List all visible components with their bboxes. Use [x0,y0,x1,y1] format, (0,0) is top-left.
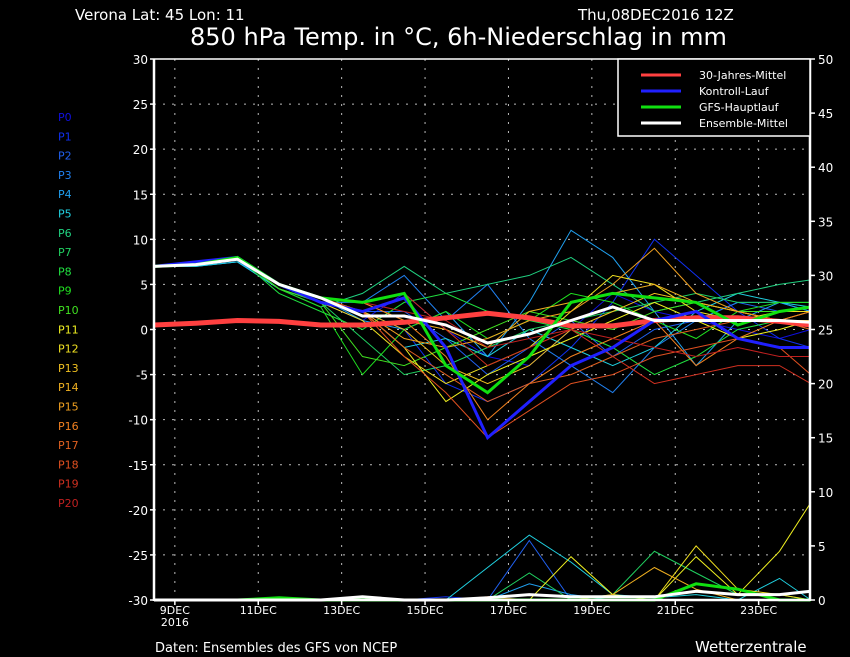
y-tick-label-right: 50 [818,53,833,67]
series-line-mean30 [153,310,812,329]
y-tick-label-right: 0 [818,594,826,608]
y-tick-label-left: -10 [128,414,148,428]
member-label: P12 [58,343,79,356]
x-tick-label: 9DEC [160,604,190,617]
member-label: P17 [58,439,79,452]
member-label: P9 [58,285,72,298]
y-tick-label-right: 5 [818,540,826,554]
member-label: P3 [58,169,72,182]
member-label: P20 [58,497,79,510]
legend: 30-Jahres-Mittel Kontroll-Lauf GFS-Hauptla… [617,58,811,137]
member-label: P6 [58,227,72,240]
y-tick-label-right: 20 [818,378,833,392]
x-tick-label: 15DEC [406,604,443,617]
y-tick-label-left: 20 [133,143,148,157]
y-tick-label-left: -30 [128,594,148,608]
y-tick-label-left: 10 [133,233,148,247]
member-label: P13 [58,362,79,375]
member-label: P18 [58,458,79,471]
grid [154,59,810,600]
source-label: Daten: Ensembles des GFS von NCEP [155,641,397,656]
run-label: Thu,08DEC2016 12Z [577,6,734,24]
y-tick-label-left: 15 [133,188,148,202]
x-tick-sublabel: 2016 [161,616,189,629]
y-tick-label-right: 10 [818,486,833,500]
legend-label-control: Kontroll-Lauf [699,85,770,98]
x-tick-label: 23DEC [740,604,777,617]
series-line-ensmean [153,257,811,345]
y-tick-label-left: 5 [140,278,148,292]
y-tick-label-right: 40 [818,161,833,175]
y-tick-label-left: 0 [140,324,148,338]
member-label: P4 [58,188,72,201]
member-label: P16 [58,420,79,433]
y-tick-label-right: 15 [818,432,833,446]
x-tick-label: 13DEC [323,604,360,617]
x-tick-label: 17DEC [490,604,527,617]
series-line-gfs [153,255,812,395]
y-tick-label-left: 25 [133,98,148,112]
member-line-p11 [153,258,811,403]
y-tick-label-right: 25 [818,324,833,338]
legend-label-gfs: GFS-Hauptlauf [699,101,780,114]
legend-label-ensmean: Ensemble-Mittel [699,117,788,130]
x-tick-label: 11DEC [240,604,277,617]
y-tick-label-right: 45 [818,107,833,121]
member-label: P2 [58,150,72,163]
member-label: P0 [58,111,72,124]
axes: 302520151050-5-10-15-20-25-3050454035302… [128,53,833,629]
precip-series-ensmean [154,589,811,602]
y-tick-label-left: -25 [128,549,148,563]
y-tick-label-left: -15 [128,459,148,473]
x-tick-label: 19DEC [573,604,610,617]
x-tick-label: 21DEC [657,604,694,617]
member-line-p14 [153,258,811,349]
member-label: P10 [58,304,79,317]
chart-title: 850 hPa Temp. in °C, 6h-Niederschlag in … [190,23,727,51]
location-label: Verona Lat: 45 Lon: 11 [75,6,245,24]
y-tick-label-left: 30 [133,53,148,67]
member-label: P15 [58,401,79,414]
member-label: P1 [58,130,72,143]
precip-line-p5 [154,534,812,601]
member-line-p17 [153,258,811,403]
precip-line-p14 [154,566,811,601]
member-label: P19 [58,478,79,491]
y-tick-label-right: 35 [818,215,833,229]
member-label: P11 [58,323,79,336]
legend-label-mean30: 30-Jahres-Mittel [699,69,786,82]
brand-label: Wetterzentrale [695,638,807,656]
member-line-p15 [153,247,811,349]
member-lines [153,229,812,439]
y-tick-label-left: -5 [136,369,148,383]
member-label: P5 [58,208,72,221]
member-label: P7 [58,246,72,259]
y-tick-label-left: -20 [128,504,148,518]
member-labels: P0 P1 P2 P3 P4 P5 P6 P7 P8 P9 P10 P11 P12 P13 P14 P15 P1… [58,111,79,510]
member-label: P14 [58,381,79,394]
y-tick-label-right: 30 [818,269,833,283]
member-label: P8 [58,265,72,278]
precip-line-p2 [154,539,811,601]
